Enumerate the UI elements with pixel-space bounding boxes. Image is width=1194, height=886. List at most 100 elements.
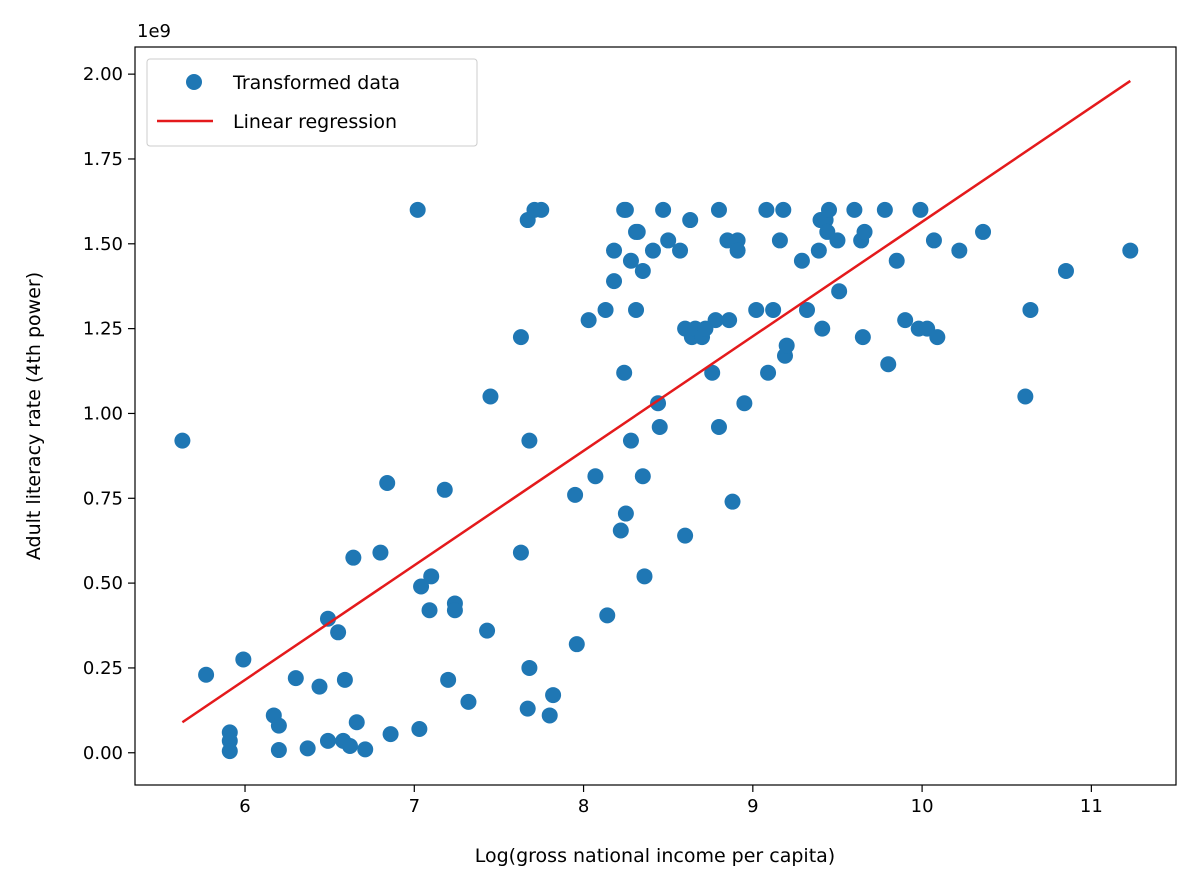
data-point — [707, 312, 724, 329]
data-point — [270, 717, 287, 734]
data-point — [821, 201, 837, 218]
data-point — [599, 607, 616, 624]
data-point — [771, 232, 788, 249]
legend-scatter-marker — [186, 74, 202, 90]
data-point — [975, 223, 992, 240]
y-tick-label: 1.00 — [83, 403, 123, 424]
data-point — [710, 419, 727, 436]
x-tick-label: 7 — [409, 796, 420, 817]
data-point — [348, 714, 365, 731]
data-point — [446, 602, 463, 619]
data-point — [814, 320, 831, 337]
x-tick-label: 8 — [578, 796, 589, 817]
legend: Transformed data Linear regression — [146, 58, 478, 147]
data-point — [533, 201, 550, 218]
x-tick-label: 9 — [747, 796, 758, 817]
data-point — [736, 395, 753, 412]
data-point — [235, 651, 252, 668]
legend-label-line: Linear regression — [233, 111, 397, 133]
data-point — [897, 312, 914, 329]
data-point — [660, 232, 677, 249]
data-point — [912, 201, 929, 218]
data-point — [174, 432, 191, 449]
data-point — [651, 419, 668, 436]
y-tick-label: 0.25 — [83, 658, 123, 679]
data-point — [587, 468, 604, 485]
x-tick-label: 6 — [239, 796, 250, 817]
data-point — [778, 337, 795, 354]
data-point — [617, 505, 634, 522]
data-point — [765, 301, 782, 318]
data-point — [287, 670, 304, 687]
data-point — [541, 707, 558, 724]
data-point — [423, 568, 440, 585]
data-point — [1017, 388, 1034, 405]
x-tick-label: 11 — [1080, 796, 1103, 817]
data-point — [798, 301, 815, 318]
axes-frame — [134, 46, 1177, 786]
data-point — [880, 356, 897, 373]
y-tick-label: 1.25 — [83, 319, 123, 340]
y-axis-label: Adult literacy rate (4th power) — [23, 272, 45, 560]
data-point — [951, 242, 968, 259]
data-point — [856, 223, 873, 240]
y-tick-label: 0.50 — [83, 573, 123, 594]
data-point — [682, 212, 699, 229]
data-point — [629, 223, 646, 240]
data-point — [748, 301, 765, 318]
data-point — [655, 201, 672, 218]
plot-area — [134, 46, 1177, 786]
data-point — [413, 578, 430, 595]
y-tick-label: 1.50 — [83, 234, 123, 255]
data-point — [634, 262, 651, 279]
data-point — [704, 364, 721, 381]
data-point — [512, 544, 529, 561]
data-point — [436, 481, 453, 498]
data-point — [628, 301, 645, 318]
y-axis-ticks: 0.00 0.25 0.50 0.75 1.00 1.25 1.50 1.75 2.00 — [83, 64, 135, 764]
data-point — [270, 742, 287, 759]
data-point — [710, 201, 727, 218]
data-point — [479, 622, 496, 639]
data-point — [336, 671, 353, 688]
data-point — [409, 201, 426, 218]
data-point — [650, 395, 667, 412]
data-point — [379, 475, 396, 492]
data-point — [460, 693, 477, 710]
data-point — [831, 283, 848, 300]
regression-line-layer — [181, 79, 1131, 724]
data-point — [793, 252, 810, 269]
y-tick-label: 2.00 — [83, 64, 123, 85]
y-tick-label: 0.75 — [83, 488, 123, 509]
data-point — [512, 329, 529, 346]
data-point — [760, 364, 777, 381]
data-point — [519, 700, 536, 717]
data-point — [1057, 262, 1074, 279]
data-point — [411, 721, 428, 738]
regression-line — [181, 79, 1131, 724]
data-point — [568, 636, 585, 653]
data-point — [729, 242, 746, 259]
data-point — [925, 232, 942, 249]
data-point — [421, 602, 438, 619]
data-point — [622, 252, 639, 269]
data-point — [677, 527, 694, 544]
data-point — [319, 610, 336, 627]
legend-label-scatter: Transformed data — [232, 72, 400, 94]
data-point — [580, 312, 597, 329]
data-point — [482, 388, 499, 405]
data-point — [357, 741, 374, 758]
data-point — [636, 568, 653, 585]
data-point — [616, 364, 633, 381]
data-point — [644, 242, 661, 259]
data-point — [567, 486, 584, 503]
data-point — [634, 468, 651, 485]
data-point — [876, 201, 893, 218]
x-axis-ticks: 6 7 8 9 10 11 — [239, 785, 1103, 817]
data-point — [221, 743, 238, 760]
data-point — [521, 659, 538, 676]
data-point — [721, 312, 738, 329]
data-point — [521, 432, 538, 449]
data-point — [319, 732, 336, 749]
